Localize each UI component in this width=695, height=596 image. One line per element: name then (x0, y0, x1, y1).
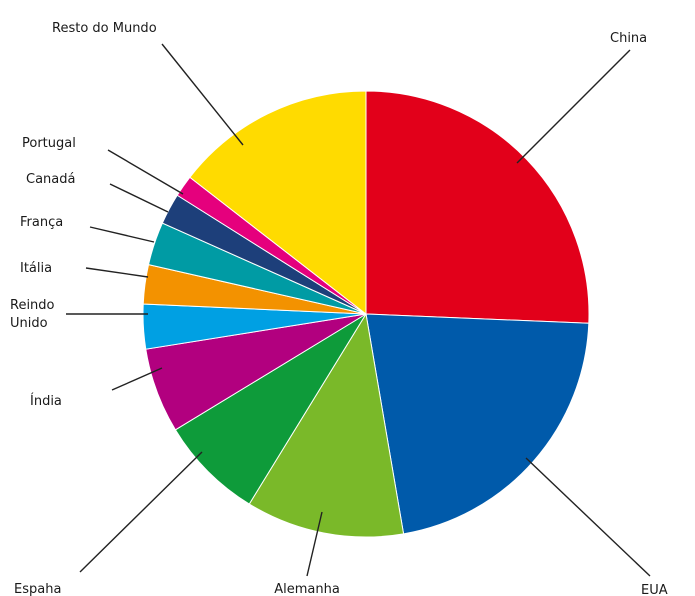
slice-label-6: Reindo Unido (10, 298, 55, 331)
leader-line-2 (525, 457, 651, 577)
pie-slice-4 (174, 313, 367, 505)
slice-label-9: Canadá (26, 172, 75, 187)
slice-label-8: França (20, 215, 63, 230)
slice-labels: China EUA Alemanha Espaha Índia Reindo Unido It… (10, 21, 668, 596)
leader-line-11 (161, 43, 244, 146)
leader-line-3 (306, 511, 323, 577)
slice-label-7: Itália (20, 261, 52, 276)
pie-slice-2 (365, 313, 590, 535)
leader-line-4 (79, 451, 203, 573)
slice-label-4: Espaha (14, 582, 61, 596)
pie-slices (142, 90, 590, 538)
leader-line-7 (85, 267, 149, 278)
leader-lines (66, 43, 651, 577)
slice-label-11: Resto do Mundo (52, 21, 157, 36)
slice-label-2: EUA (641, 583, 668, 596)
slice-label-5: Índia (30, 393, 62, 409)
slice-label-3: Alemanha (274, 582, 340, 596)
pie-slice-11 (189, 90, 367, 316)
leader-line-10 (107, 149, 184, 195)
leader-line-9 (109, 183, 169, 213)
pie-slice-1 (365, 90, 590, 324)
leader-line-5 (111, 367, 163, 391)
leader-line-8 (89, 226, 155, 243)
pie-slice-3 (248, 312, 405, 538)
leader-line-1 (516, 49, 631, 164)
slice-label-1: China (610, 31, 647, 46)
slice-label-10: Portugal (22, 136, 76, 151)
